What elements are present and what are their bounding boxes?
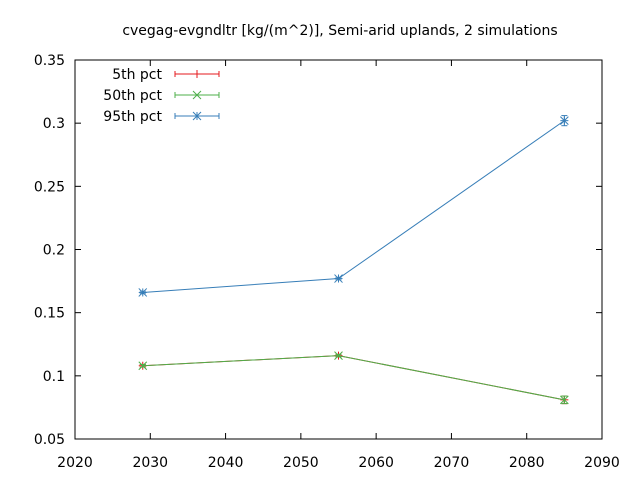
- legend-marker: [193, 70, 201, 78]
- x-tick-label: 2060: [358, 455, 394, 471]
- x-tick-label: 2040: [208, 455, 244, 471]
- series-line: [142, 355, 565, 401]
- y-tick-label: 0.1: [43, 369, 65, 385]
- x-tick-label: 2020: [57, 455, 93, 471]
- x-tick-label: 2070: [434, 455, 470, 471]
- y-tick-label: 0.3: [43, 116, 65, 132]
- legend-label: 50th pct: [103, 88, 162, 104]
- y-tick-label: 0.05: [34, 432, 65, 448]
- data-point: [560, 116, 569, 125]
- x-tick-label: 2090: [584, 455, 620, 471]
- y-tick-label: 0.25: [34, 179, 65, 195]
- data-point: [138, 288, 148, 297]
- legend-sample: [174, 90, 220, 100]
- series-line: [142, 120, 565, 293]
- series-1: [138, 351, 569, 405]
- data-point: [334, 351, 343, 360]
- series-3: [138, 115, 569, 297]
- chart-title: cvegag-evgndltr [kg/(m^2)], Semi-arid up…: [122, 23, 557, 39]
- y-tick-label: 0.2: [43, 243, 65, 259]
- legend-label: 5th pct: [112, 67, 162, 83]
- legend-label: 95th pct: [103, 109, 162, 125]
- y-tick-label: 0.35: [34, 53, 65, 69]
- legend: 5th pct 50th pct 95th pct: [103, 67, 220, 125]
- y-tick-label: 0.15: [34, 306, 65, 322]
- data-point: [560, 395, 569, 405]
- legend-marker: [192, 111, 202, 121]
- x-tick-label: 2030: [132, 455, 168, 471]
- data-point: [334, 274, 343, 283]
- series-2: [138, 351, 569, 405]
- x-tick-label: 2080: [509, 455, 545, 471]
- legend-sample: [174, 111, 220, 121]
- legend-marker: [192, 90, 202, 100]
- x-tick-label: 2050: [283, 455, 319, 471]
- axis-ticks: 2020 2030 2040 2050 2060 2070 2080 2090 0.05 0.1 0…: [34, 53, 620, 471]
- legend-sample: [174, 70, 220, 78]
- data-point: [138, 361, 148, 371]
- series-lines: [138, 115, 569, 405]
